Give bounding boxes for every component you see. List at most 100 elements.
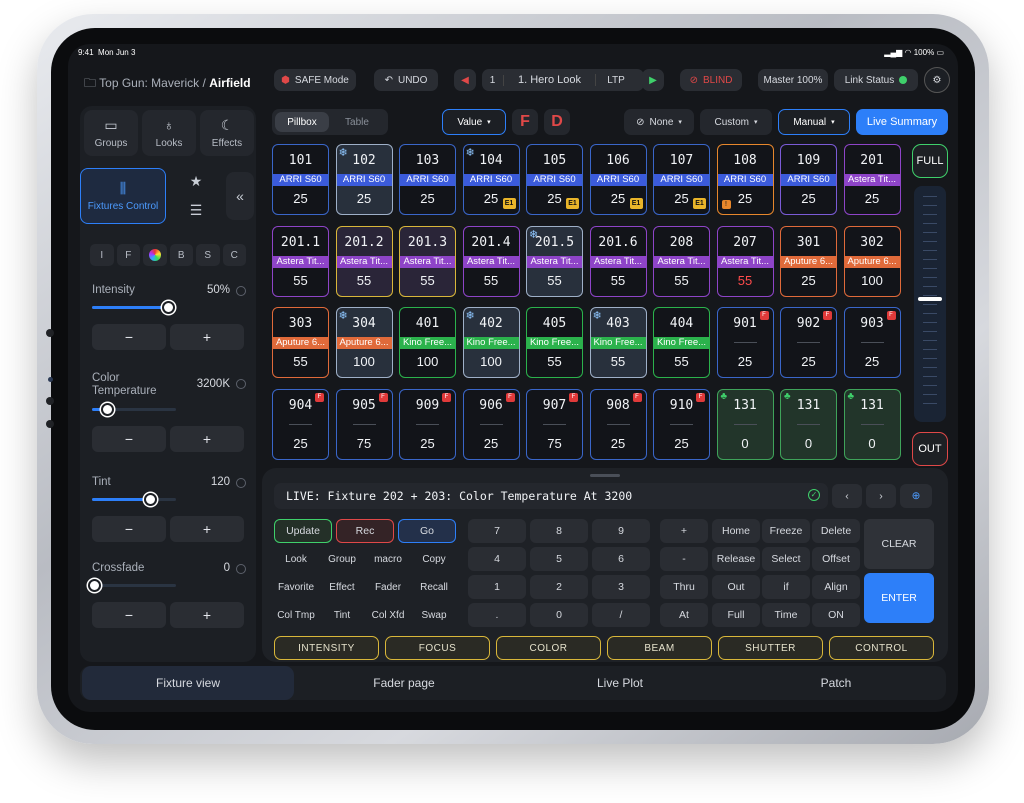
drag-handle[interactable] xyxy=(590,474,620,477)
fixture-cell[interactable]: 201.6 Astera Tit... 55 xyxy=(589,225,647,297)
master-fader[interactable] xyxy=(914,186,946,422)
fixture-cell[interactable]: 906 25 F xyxy=(462,389,520,461)
attribute-shutter-button[interactable]: SHUTTER xyxy=(718,636,823,660)
tint-slider[interactable] xyxy=(92,493,176,506)
custom-dropdown[interactable]: Custom ▾ xyxy=(700,109,772,135)
slider-knob[interactable] xyxy=(143,493,157,506)
list-tab[interactable]: ☰ xyxy=(172,198,220,222)
manual-dropdown[interactable]: Manual ▾ xyxy=(778,109,850,135)
fixture-cell[interactable]: 903 25 F xyxy=(843,307,901,379)
fixture-cell[interactable]: 109 ARRI S60 25 xyxy=(780,144,837,215)
fixture-cell[interactable]: 304 Aputure 6... 100 ❄ xyxy=(335,307,393,379)
reset-icon[interactable] xyxy=(236,564,246,574)
safe-mode-button[interactable]: ⬢ SAFE Mode xyxy=(274,69,356,91)
reset-icon[interactable] xyxy=(236,286,246,296)
keypad-key-macro[interactable]: macro xyxy=(374,553,402,565)
keypad-key-favorite[interactable]: Favorite xyxy=(277,581,315,593)
nav-tab-patch[interactable]: Patch xyxy=(820,676,852,690)
function-key-time[interactable]: Time xyxy=(762,603,810,627)
slider-knob[interactable] xyxy=(87,579,101,592)
fixture-cell[interactable]: 905 75 F xyxy=(335,389,393,461)
fixture-cell[interactable]: 302 Aputure 6... 100 xyxy=(843,225,901,297)
fixture-cell[interactable]: 102 ARRI S60 25 ❄ xyxy=(335,144,393,215)
fixture-cell[interactable]: 105 ARRI S60 25 E1 xyxy=(526,144,583,215)
rec-button[interactable]: Rec xyxy=(336,519,394,543)
intensity-slider[interactable] xyxy=(92,301,176,314)
link-status-button[interactable]: Link Status xyxy=(834,69,918,91)
fixture-cell[interactable]: 131 0 ♣ xyxy=(780,389,837,461)
project-breadcrumb[interactable]: 🗀 Top Gun: Maverick / Airfield xyxy=(84,74,251,95)
live-summary-button[interactable]: Live Summary xyxy=(856,109,948,135)
go-button[interactable]: Go xyxy=(398,519,456,543)
fixture-cell[interactable]: 908 25 F xyxy=(589,389,647,461)
fixture-cell[interactable]: 403 Kino Free... 55 ❄ xyxy=(589,307,647,379)
keypad-key-swap[interactable]: Swap xyxy=(421,609,447,621)
selector-focus[interactable]: F xyxy=(116,244,140,266)
groups-tab[interactable]: ▭ Groups xyxy=(84,110,138,156)
increment-button[interactable]: + xyxy=(170,602,244,628)
keypad-key-copy[interactable]: Copy xyxy=(422,553,446,565)
selector-beam[interactable]: B xyxy=(169,244,193,266)
fixture-cell[interactable]: 201.4 Astera Tit... 55 xyxy=(462,225,520,297)
reset-icon[interactable] xyxy=(236,379,246,389)
keypad-key-col-tmp[interactable]: Col Tmp xyxy=(277,609,315,621)
decrement-button[interactable]: − xyxy=(92,324,166,350)
keypad-key-effect[interactable]: Effect xyxy=(329,581,355,593)
keypad-key-tint[interactable]: Tint xyxy=(333,609,351,621)
fixture-cell[interactable]: 909 25 F xyxy=(399,389,456,461)
fixture-cell[interactable]: 904 25 F xyxy=(272,389,329,461)
undo-button[interactable]: ↶ UNDO xyxy=(374,69,438,91)
nav-tab-live-plot[interactable]: Live Plot xyxy=(596,676,644,690)
function-key-select[interactable]: Select xyxy=(762,547,810,571)
f-filter-button[interactable]: F xyxy=(512,109,538,135)
numpad-key[interactable]: 6 xyxy=(592,547,650,571)
increment-button[interactable]: + xyxy=(170,516,244,542)
fixture-cell[interactable]: 402 Kino Free... 100 ❄ xyxy=(462,307,520,379)
increment-button[interactable]: + xyxy=(170,324,244,350)
slider-knob[interactable] xyxy=(161,301,175,314)
attribute-control-button[interactable]: CONTROL xyxy=(829,636,934,660)
cursor-right-button[interactable]: › xyxy=(866,484,896,508)
numpad-key[interactable]: 4 xyxy=(468,547,526,571)
function-key-delete[interactable]: Delete xyxy=(812,519,860,543)
fader-handle[interactable] xyxy=(918,297,942,302)
fixture-cell[interactable]: 201 Astera Tit... 25 xyxy=(843,144,901,215)
enter-button[interactable]: ENTER xyxy=(864,573,934,623)
fixture-cell[interactable]: 101 ARRI S60 25 xyxy=(272,144,329,215)
function-key-if[interactable]: if xyxy=(762,575,810,599)
selector-intensity[interactable]: I xyxy=(90,244,114,266)
attribute-intensity-button[interactable]: INTENSITY xyxy=(274,636,379,660)
keypad-key-recall[interactable]: Recall xyxy=(420,581,448,593)
fixture-cell[interactable]: 207 Astera Tit... 55 xyxy=(716,225,774,297)
numpad-key[interactable]: 2 xyxy=(530,575,588,599)
operator-key[interactable]: - xyxy=(660,547,708,571)
cue-selector[interactable]: 1 1. Hero Look LTP xyxy=(482,69,644,91)
fixture-cell[interactable]: 131 0 ♣ xyxy=(843,389,901,461)
upload-button[interactable]: ⊕ xyxy=(900,484,932,508)
value-dropdown[interactable]: Value ▾ xyxy=(442,109,506,135)
fixture-cell[interactable]: 901 25 F xyxy=(716,307,774,379)
selector-control[interactable]: C xyxy=(222,244,246,266)
numpad-key[interactable]: 7 xyxy=(468,519,526,543)
none-dropdown[interactable]: ⊘ None ▾ xyxy=(624,109,694,135)
nav-tab-fixture-view[interactable]: Fixture view xyxy=(82,666,294,700)
settings-wheel-icon[interactable]: ⚙ xyxy=(924,67,950,93)
prev-cue-button[interactable]: ◀ xyxy=(454,69,476,91)
keypad-key-fader[interactable]: Fader xyxy=(374,581,402,593)
numpad-key[interactable]: . xyxy=(468,603,526,627)
out-button[interactable]: OUT xyxy=(912,432,948,466)
numpad-key[interactable]: 5 xyxy=(530,547,588,571)
update-button[interactable]: Update xyxy=(274,519,332,543)
pillbox-tab[interactable]: Pillbox xyxy=(275,112,329,132)
full-button[interactable]: FULL xyxy=(912,144,948,178)
fixture-cell[interactable]: 208 Astera Tit... 55 xyxy=(653,225,710,297)
function-key-freeze[interactable]: Freeze xyxy=(762,519,810,543)
fixture-cell[interactable]: 401 Kino Free... 100 xyxy=(399,307,456,379)
attribute-beam-button[interactable]: BEAM xyxy=(607,636,712,660)
function-key-release[interactable]: Release xyxy=(712,547,760,571)
function-key-offset[interactable]: Offset xyxy=(812,547,860,571)
crossfade-slider[interactable] xyxy=(87,579,176,592)
numpad-key[interactable]: 0 xyxy=(530,603,588,627)
function-key-on[interactable]: ON xyxy=(812,603,860,627)
cursor-left-button[interactable]: ‹ xyxy=(832,484,862,508)
